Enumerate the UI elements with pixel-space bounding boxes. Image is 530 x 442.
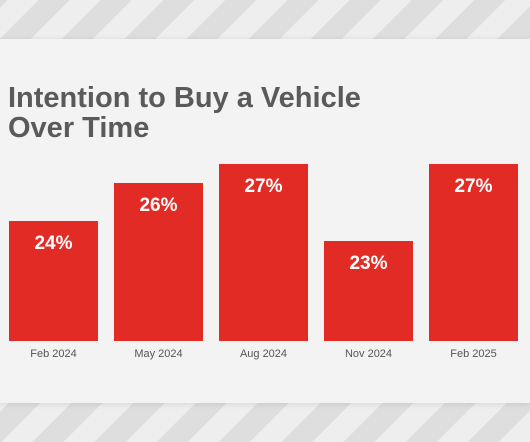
bar-value-label: 27%	[244, 176, 283, 197]
category-label: Aug 2024	[239, 348, 288, 360]
category-label: Feb 2024	[30, 348, 77, 360]
bar-value-label: 27%	[454, 176, 493, 197]
bar-value-label: 24%	[34, 233, 73, 254]
bar-feb-2025: 27%	[429, 164, 518, 341]
category-label: Feb 2025	[450, 348, 497, 360]
bar-value-label: 23%	[349, 253, 388, 274]
category-label: May 2024	[134, 348, 183, 360]
bar-feb-2024: 24%	[9, 221, 98, 341]
bar-may-2024: 26%	[114, 183, 203, 341]
bar-value-label: 26%	[139, 195, 178, 216]
bar-nov-2024: 23%	[324, 241, 413, 341]
category-label: Nov 2024	[344, 348, 393, 360]
bar-aug-2024: 27%	[219, 164, 308, 341]
chart-title: Intention to Buy a Vehicle Over Time	[8, 82, 361, 144]
